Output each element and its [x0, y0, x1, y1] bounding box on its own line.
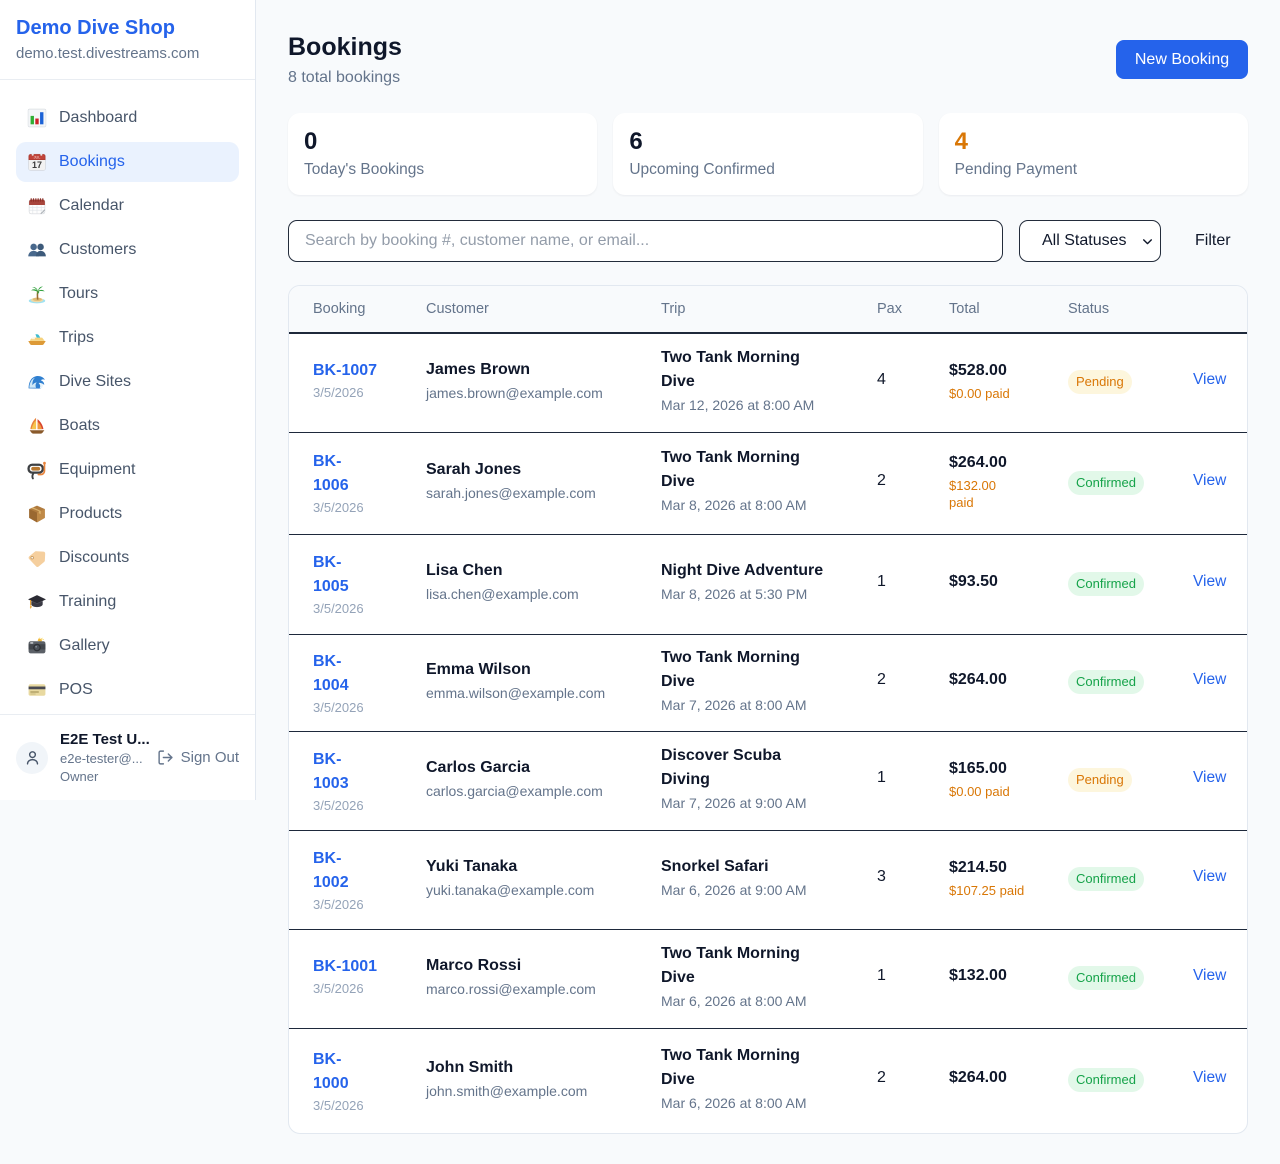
svg-text:JUL: JUL: [34, 156, 41, 160]
svg-text:17: 17: [32, 160, 42, 170]
